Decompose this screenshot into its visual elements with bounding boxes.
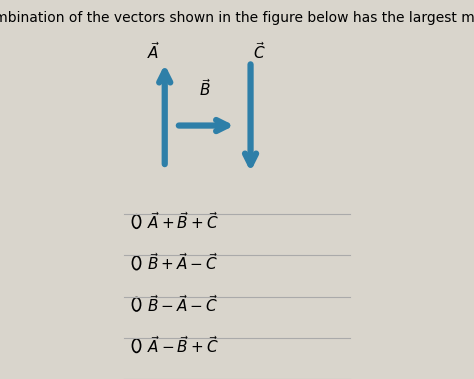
Text: $\vec{A}$: $\vec{A}$ xyxy=(147,41,160,61)
Text: $\vec{A}+\vec{B}+\vec{C}$: $\vec{A}+\vec{B}+\vec{C}$ xyxy=(147,211,219,232)
Text: $\vec{C}$: $\vec{C}$ xyxy=(253,41,266,61)
Text: Which combination of the vectors shown in the figure below has the largest magni: Which combination of the vectors shown i… xyxy=(0,11,474,25)
Text: $\vec{A}-\vec{B}+\vec{C}$: $\vec{A}-\vec{B}+\vec{C}$ xyxy=(147,335,219,356)
Text: $\vec{B}+\vec{A}-\vec{C}$: $\vec{B}+\vec{A}-\vec{C}$ xyxy=(147,252,218,273)
Text: $\vec{B}-\vec{A}-\vec{C}$: $\vec{B}-\vec{A}-\vec{C}$ xyxy=(147,294,218,315)
Text: $\vec{B}$: $\vec{B}$ xyxy=(199,78,211,99)
